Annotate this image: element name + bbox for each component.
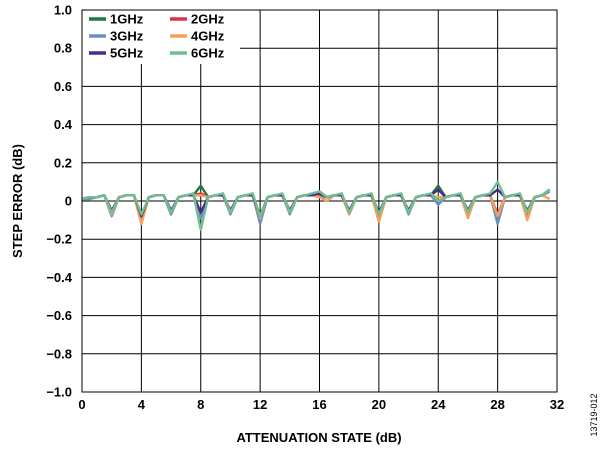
y-tick-label: 1.0: [54, 3, 72, 18]
x-tick-label: 28: [490, 397, 504, 412]
series-line-1GHz: [81, 184, 551, 222]
y-tick-label: −0.6: [46, 308, 72, 323]
x-tick-label: 16: [312, 397, 326, 412]
legend-label: 6GHz: [191, 46, 225, 61]
plot-frame: [81, 9, 558, 393]
y-tick-label: −1.0: [46, 385, 72, 400]
y-tick-label: 0.2: [54, 155, 72, 170]
series-line-6GHz: [81, 180, 551, 231]
legend-background: [82, 10, 240, 64]
x-tick-label: 0: [78, 397, 85, 412]
x-tick-label: 8: [197, 397, 204, 412]
y-tick-label: 0: [65, 194, 72, 209]
x-tick-label: 20: [372, 397, 386, 412]
legend: 1GHz 2GHz 3GHz 4GHz 5GHz 6GHz: [89, 12, 225, 61]
y-tick-label: −0.8: [46, 346, 72, 361]
legend-label: 4GHz: [191, 29, 225, 44]
y-tick-label: −0.2: [46, 232, 72, 247]
y-tick-label: 0.8: [54, 41, 72, 56]
series-lines: [81, 180, 551, 231]
y-tick-label: 0.6: [54, 79, 72, 94]
x-tick-label: 32: [550, 397, 564, 412]
grid: [81, 9, 558, 393]
tick-labels: 0 4 8 12 16 20 24 28 32 1.0 0.8 0.6 0.4 0.2 0 −0.2 −0.4 −…: [46, 3, 564, 413]
legend-label: 2GHz: [191, 12, 225, 27]
legend-label: 3GHz: [110, 29, 144, 44]
x-axis-label: ATTENUATION STATE (dB): [236, 430, 401, 445]
series-line-4GHz: [81, 194, 551, 226]
y-tick-label: −0.4: [46, 270, 72, 285]
legend-label: 5GHz: [110, 46, 144, 61]
x-tick-label: 12: [253, 397, 267, 412]
legend-label: 1GHz: [110, 12, 144, 27]
x-tick-label: 4: [138, 397, 146, 412]
y-tick-label: 0.4: [54, 117, 73, 132]
x-tick-label: 24: [431, 397, 446, 412]
figure-id: 13719-012: [589, 393, 599, 436]
y-axis-label: STEP ERROR (dB): [10, 144, 25, 258]
